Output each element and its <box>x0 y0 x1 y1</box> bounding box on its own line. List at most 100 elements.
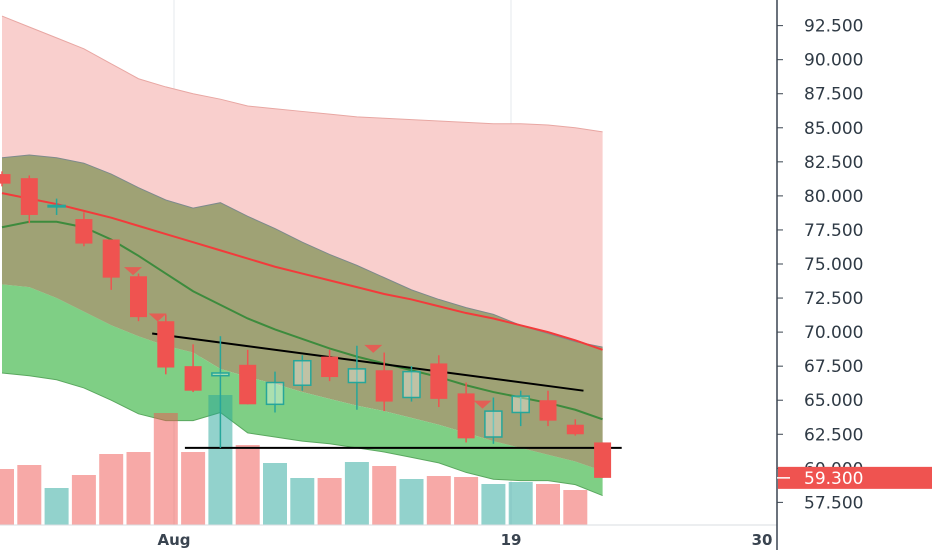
volume-bar <box>126 452 151 525</box>
volume-bar <box>17 465 42 525</box>
y-tick-label: 75.000 <box>804 255 863 275</box>
candle-body <box>184 366 202 391</box>
candle-body <box>511 395 530 414</box>
candle <box>539 390 557 427</box>
candle-body <box>457 393 475 439</box>
candle <box>211 336 230 448</box>
x-tick-aug: Aug <box>157 531 190 549</box>
volume-bar <box>454 477 479 525</box>
candle-body <box>375 370 393 402</box>
candle <box>511 390 530 427</box>
volume-bar <box>290 478 315 525</box>
candle-body <box>402 370 421 399</box>
candle-body <box>75 219 93 244</box>
candle <box>20 175 38 224</box>
candle <box>47 198 66 215</box>
green-band-area <box>2 284 603 496</box>
candlesticks <box>0 171 612 478</box>
green-band-lower-line <box>1 372 603 497</box>
ma-red-line <box>1 192 603 351</box>
price-axis[interactable]: 92.500 90.000 87.500 85.000 82.500 80.000 77.5… <box>776 0 932 550</box>
y-tick-label: 70.000 <box>804 323 863 343</box>
y-tick-label: 77.500 <box>804 221 863 241</box>
candle <box>484 397 503 444</box>
candle <box>402 366 421 402</box>
candle-body <box>484 410 503 438</box>
volume-bar <box>181 452 206 525</box>
volume-bar <box>508 482 533 525</box>
candle-body <box>594 442 612 478</box>
volume-bars <box>0 395 588 525</box>
candle-body <box>430 363 448 399</box>
volume-bar <box>536 484 560 525</box>
candle <box>594 442 612 478</box>
y-tick-label: 67.500 <box>804 357 863 377</box>
signal-marker-down-triangle <box>364 344 383 353</box>
candle <box>430 355 448 408</box>
candle <box>102 239 120 290</box>
candle-body <box>265 381 285 406</box>
volume-bar <box>317 478 342 525</box>
y-tick-label: 80.000 <box>804 187 863 207</box>
volume-bar <box>44 488 69 525</box>
x-tick-19: 19 <box>501 531 522 549</box>
candle <box>566 419 584 436</box>
candle <box>347 345 367 410</box>
candle-body <box>47 204 66 208</box>
signal-marker-down-triangle <box>124 267 143 276</box>
signal-markers <box>124 267 492 409</box>
volume-bar <box>563 490 588 525</box>
candle-body <box>321 356 339 378</box>
volume-bar <box>426 476 451 525</box>
price-axis-background <box>777 0 932 550</box>
candle-body <box>347 368 367 384</box>
y-tick-label: 90.000 <box>804 51 863 71</box>
candle-body <box>20 178 38 215</box>
candle-body <box>0 174 11 184</box>
y-tick-label: 82.500 <box>804 153 863 173</box>
y-tick-label: 65.000 <box>804 391 863 411</box>
moving-averages <box>1 192 603 421</box>
volume-bar <box>263 463 287 525</box>
outer-band-upper-line <box>1 15 603 133</box>
candle-body <box>130 276 147 318</box>
volume-bar <box>481 484 506 525</box>
candle <box>265 371 285 413</box>
y-tick-label: 72.500 <box>804 289 863 309</box>
volume-bar <box>71 475 96 525</box>
olive-band-upper-line <box>1 154 603 348</box>
candle <box>375 352 393 412</box>
y-tick-label: 62.500 <box>804 425 863 445</box>
signal-marker-down-triangle <box>148 313 167 322</box>
trendlines[interactable] <box>152 332 622 449</box>
y-tick-label: 92.500 <box>804 17 863 37</box>
candle <box>321 349 339 382</box>
indicator-bands <box>1 15 603 497</box>
ma-green-line <box>1 220 603 421</box>
x-axis: Aug 19 30 <box>0 524 777 549</box>
candle-body <box>293 359 312 386</box>
candle-body <box>539 400 557 421</box>
candle-body <box>102 239 120 278</box>
candle-body <box>566 424 584 435</box>
candle <box>157 314 175 375</box>
candle <box>293 355 312 391</box>
candle <box>239 349 257 405</box>
signal-marker-down-triangle <box>473 400 492 409</box>
candle-body <box>239 364 257 405</box>
candle <box>184 344 202 393</box>
y-tick-label: 57.500 <box>804 493 863 513</box>
candle-body <box>157 321 175 368</box>
volume-bar <box>372 466 397 525</box>
trendline-1[interactable] <box>152 332 584 392</box>
volume-bar <box>99 454 124 525</box>
current-price-label: 59.300 <box>804 469 863 489</box>
volume-bar <box>344 462 369 525</box>
olive-band-area <box>2 155 603 472</box>
candle <box>457 382 475 443</box>
x-tick-30: 30 <box>752 531 773 549</box>
candle <box>0 171 11 187</box>
current-price-tag <box>778 466 932 489</box>
volume-bar <box>235 445 260 525</box>
